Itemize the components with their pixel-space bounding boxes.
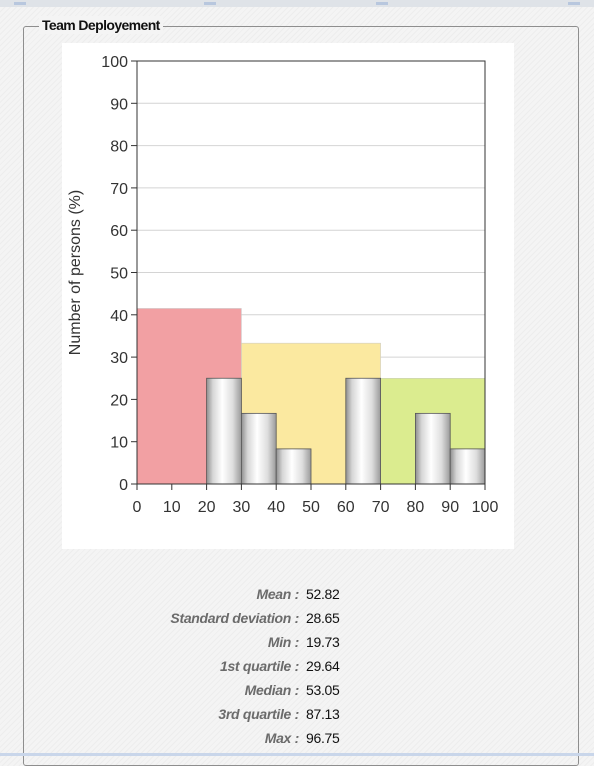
x-tick-label: 20 [198, 499, 216, 516]
x-tick-label: 30 [233, 499, 251, 516]
stat-value: 96.75 [306, 730, 340, 746]
panel-title: Team Deployement [39, 16, 163, 34]
stat-row: Standard deviation : 28.65 [60, 606, 460, 630]
stat-label: Median : [244, 682, 300, 698]
y-tick-label: 10 [110, 435, 128, 452]
top-border-strip [0, 0, 594, 7]
y-tick-label: 40 [110, 308, 128, 325]
stat-value: 53.05 [306, 682, 340, 698]
stat-value: 52.82 [306, 586, 340, 602]
histogram-bar [240, 412, 277, 485]
histogram-chart: 0 10 20 30 40 50 60 70 80 90 100 0 10 20 30 40 50 60 70 80 9… [67, 54, 499, 516]
x-tick-label: 10 [163, 499, 181, 516]
stat-label: Mean : [256, 586, 299, 602]
y-tick-label: 20 [110, 392, 128, 409]
histogram-bar [345, 377, 381, 485]
y-tick-label: 50 [110, 266, 128, 283]
stat-label: 1st quartile : [219, 658, 299, 674]
top-strip-marker [204, 2, 216, 5]
stat-label: Min : [267, 634, 299, 650]
y-tick-label: 80 [110, 139, 128, 156]
y-tick-label: 90 [110, 96, 128, 113]
stat-row: 1st quartile : 29.64 [60, 654, 460, 678]
top-strip-marker [568, 2, 580, 5]
x-tick-label: 40 [267, 499, 285, 516]
y-tick-label: 60 [110, 223, 128, 240]
x-tick-label: 100 [472, 499, 499, 516]
x-tick-label: 70 [372, 499, 390, 516]
bottom-border-strip [0, 753, 594, 756]
statistics-summary: Mean : 52.82 Standard deviation : 28.65 Min … [60, 582, 460, 750]
y-tick-label: 100 [101, 54, 128, 71]
x-tick-label: 60 [337, 499, 355, 516]
stat-row: 3rd quartile : 87.13 [60, 702, 460, 726]
x-tick-label: 0 [133, 499, 142, 516]
top-strip-marker [14, 2, 26, 5]
histogram-bar [206, 377, 242, 485]
stat-value: 29.64 [306, 658, 340, 674]
stat-label: 3rd quartile : [218, 706, 299, 722]
x-tick-label: 80 [407, 499, 425, 516]
stat-row: Max : 96.75 [60, 726, 460, 750]
stat-value: 28.65 [306, 610, 340, 626]
x-tick-label: 90 [441, 499, 459, 516]
stat-value: 87.13 [306, 706, 340, 722]
top-strip-marker [376, 2, 388, 5]
stat-value: 19.73 [306, 634, 340, 650]
stat-row: Min : 19.73 [60, 630, 460, 654]
stat-label: Max : [264, 730, 300, 746]
stat-label: Standard deviation : [170, 610, 299, 626]
y-tick-label: 70 [110, 181, 128, 198]
chart-container: 0 10 20 30 40 50 60 70 80 90 100 0 10 20 30 40 50 60 70 80 9… [62, 43, 514, 549]
y-tick-label: 0 [119, 477, 128, 494]
histogram-bar [275, 448, 312, 485]
y-axis-label: Number of persons (%) [67, 190, 84, 355]
stat-row: Mean : 52.82 [60, 582, 460, 606]
histogram-bar [414, 412, 451, 485]
stat-row: Median : 53.05 [60, 678, 460, 702]
y-tick-label: 30 [110, 350, 128, 367]
x-tick-label: 50 [302, 499, 320, 516]
histogram-bar [449, 448, 486, 485]
